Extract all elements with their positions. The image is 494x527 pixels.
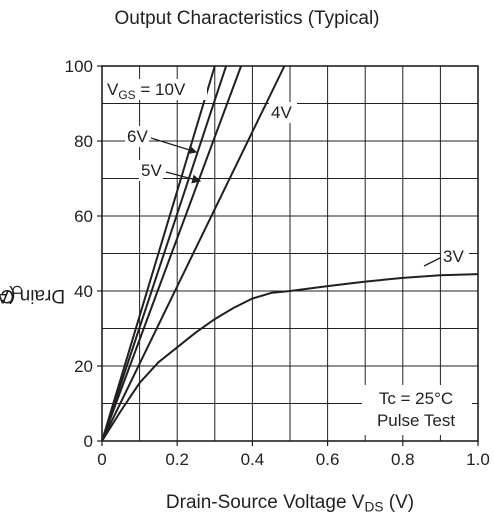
series-label-bg xyxy=(441,246,469,267)
annotation-text: Pulse Test xyxy=(377,411,455,430)
x-tick-label: 0.4 xyxy=(241,450,265,469)
x-tick-label: 0.8 xyxy=(391,450,415,469)
leader-arrow xyxy=(165,171,202,184)
chart-title: Output Characteristics (Typical) xyxy=(114,8,380,29)
series-label-bg xyxy=(105,79,207,100)
y-axis-label-unit: (A) xyxy=(0,284,16,306)
annotation-bg xyxy=(362,385,472,435)
leader-line xyxy=(423,257,441,267)
x-tick-label: 0.6 xyxy=(316,450,340,469)
y-tick-label: 60 xyxy=(74,207,93,226)
x-axis-label-unit: (V) xyxy=(383,492,415,513)
x-tick-label: 0 xyxy=(97,450,106,469)
series-line xyxy=(101,65,228,442)
series-line xyxy=(101,65,286,442)
series-label-bg xyxy=(125,126,149,147)
series-line xyxy=(101,65,243,442)
y-tick-label: 20 xyxy=(74,357,93,376)
plot-frame xyxy=(101,65,479,442)
x-axis-label: Drain-Source Voltage VDS (V) xyxy=(100,492,480,514)
series-label-bg xyxy=(269,102,297,123)
y-tick-label: 40 xyxy=(74,282,93,301)
series-line xyxy=(101,273,479,442)
series-label: 5V xyxy=(141,161,162,180)
x-axis-label-text: Drain-Source Voltage V xyxy=(165,492,365,513)
y-tick-label: 100 xyxy=(65,57,93,76)
y-tick-label: 80 xyxy=(74,132,93,151)
series-label: VGS = 10V xyxy=(107,80,186,102)
series-label-bg xyxy=(139,160,163,181)
series-label: 6V xyxy=(127,127,148,146)
x-tick-label: 0.2 xyxy=(165,450,189,469)
series-label: 4V xyxy=(271,103,292,122)
y-tick-label: 0 xyxy=(84,432,93,451)
series-line xyxy=(101,65,216,442)
annotation-text: Tc = 25°C xyxy=(379,389,453,408)
series-label: 3V xyxy=(443,247,464,266)
x-tick-label: 1.0 xyxy=(466,450,490,469)
leader-arrow xyxy=(150,137,198,155)
x-axis-label-sub: DS xyxy=(364,499,384,515)
